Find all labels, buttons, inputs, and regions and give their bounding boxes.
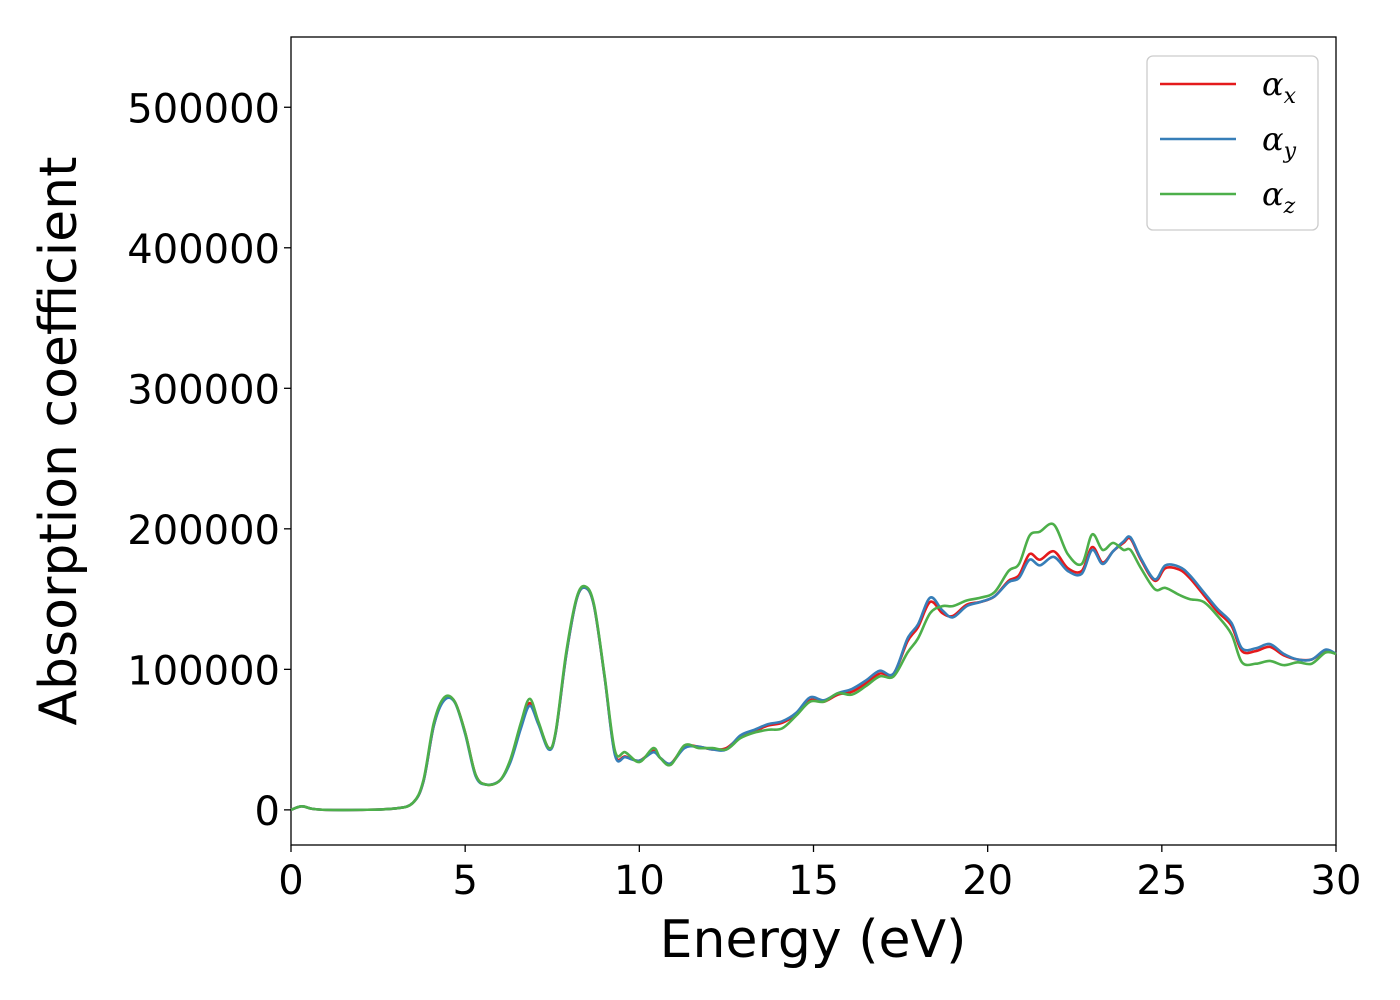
y-tick-label: 200000 [127, 508, 280, 554]
y-axis-title: Absorption coefficient [29, 156, 89, 725]
y-tick-label: 100000 [127, 648, 280, 694]
series-layer [290, 522, 1337, 812]
y-axis-ticks: 0 100000 200000 300000 400000 500000 [127, 86, 291, 835]
series-line-alpha-z [290, 522, 1337, 812]
x-tick-label: 15 [788, 858, 839, 904]
y-tick-label: 400000 [127, 227, 280, 273]
legend-box [1146, 55, 1319, 231]
x-tick-label: 0 [278, 858, 303, 904]
y-tick-label: 0 [255, 789, 280, 835]
x-axis-title: Energy (eV) [660, 910, 967, 970]
x-tick-label: 20 [962, 858, 1013, 904]
x-tick-label: 10 [614, 858, 665, 904]
x-tick-label: 30 [1311, 858, 1362, 904]
x-tick-label: 25 [1136, 858, 1187, 904]
y-tick-label: 500000 [127, 86, 280, 132]
x-axis-ticks: 0 5 10 15 20 25 30 [278, 845, 1361, 904]
x-tick-label: 5 [452, 858, 477, 904]
y-tick-label: 300000 [127, 367, 280, 413]
